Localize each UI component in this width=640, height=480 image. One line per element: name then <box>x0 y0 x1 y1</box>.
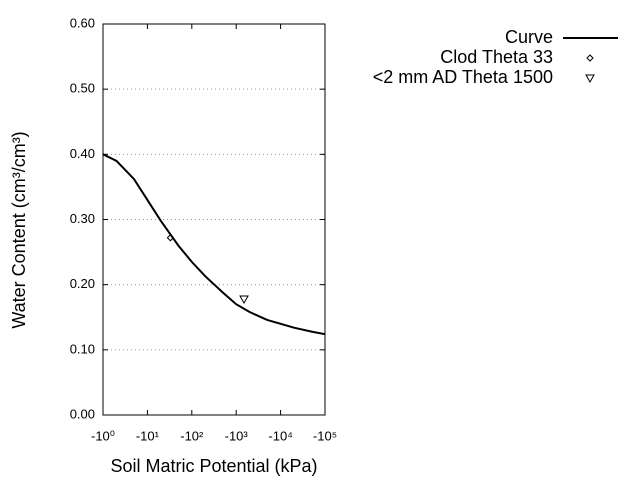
y-tick-label: 0.00 <box>70 406 95 421</box>
y-axis-title: Water Content (cm³/cm³) <box>9 131 29 328</box>
y-tick-label: 0.50 <box>70 81 95 96</box>
x-tick-label: -10³ <box>225 428 249 443</box>
point <box>585 74 595 84</box>
curve <box>102 153 326 336</box>
y-tick-label: 0.10 <box>70 341 95 356</box>
x-tick-label: -10¹ <box>136 428 160 443</box>
y-tick-label: 0.20 <box>70 276 95 291</box>
x-axis-title: Soil Matric Potential (kPa) <box>110 456 317 476</box>
x-tick-label: -10⁰ <box>91 428 115 443</box>
legend-label: Curve <box>505 27 553 47</box>
legend-label: Clod Theta 33 <box>440 47 553 67</box>
y-tick-label: 0.60 <box>70 15 95 30</box>
x-tick-label: -10⁵ <box>313 428 337 443</box>
point <box>239 295 249 305</box>
x-tick-label: -10² <box>180 428 204 443</box>
x-tick-label: -10⁴ <box>268 428 292 443</box>
point <box>586 54 594 62</box>
y-tick-label: 0.30 <box>70 211 95 226</box>
legend-label: <2 mm AD Theta 1500 <box>373 67 553 87</box>
point <box>166 234 175 242</box>
plot-frame <box>102 23 326 416</box>
y-tick-label: 0.40 <box>70 146 95 161</box>
